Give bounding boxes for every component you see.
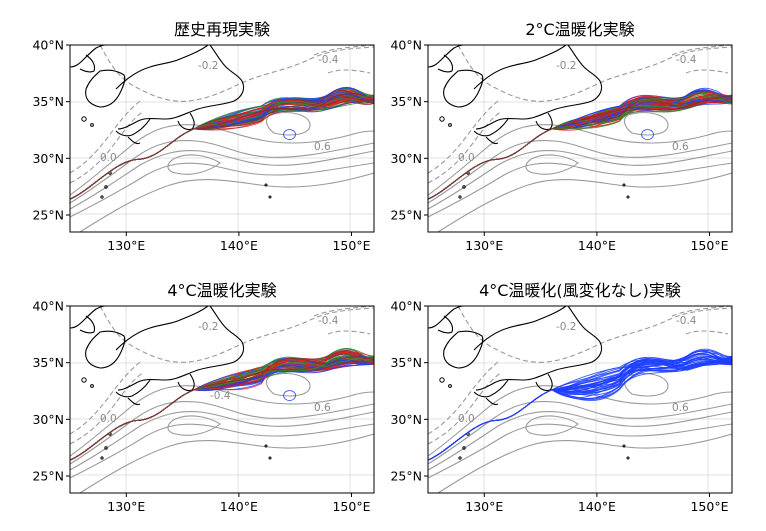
y-tick-label: 30°N <box>32 412 64 427</box>
path-track <box>428 353 732 461</box>
contour-label-neg-02: -0.2 <box>198 321 219 333</box>
basemap <box>428 45 732 232</box>
y-tick-label: 35°N <box>32 355 64 370</box>
contour-label-zero: 0.0 <box>100 413 117 425</box>
contour-label-pos-06: 0.6 <box>314 402 331 414</box>
eddy-loop <box>283 390 297 401</box>
panel-title: 4°C温暖化実験 <box>167 281 276 300</box>
x-tick-label: 150°E <box>332 238 370 253</box>
x-tick-label: 140°E <box>578 238 616 253</box>
kuroshio-path-ensemble <box>428 348 732 461</box>
y-tick-label: 25°N <box>390 469 422 484</box>
map-frame <box>69 44 375 233</box>
y-tick-label: 30°N <box>390 412 422 427</box>
x-tick-label: 140°E <box>220 238 258 253</box>
path-track <box>70 96 374 200</box>
map-frame <box>427 305 733 494</box>
path-track <box>70 356 374 461</box>
contour-label-neg-02: -0.2 <box>556 321 577 333</box>
contour-label-neg-04: -0.4 <box>676 315 697 327</box>
contour-label-neg-02: -0.2 <box>556 60 577 72</box>
y-tick-label: 40°N <box>390 38 422 53</box>
panel-title: 4°C温暖化(風変化なし)実験 <box>479 281 681 300</box>
contour-label-neg-04: -0.4 <box>318 54 339 66</box>
path-track <box>428 95 732 200</box>
y-tick-label: 30°N <box>32 151 64 166</box>
y-tick-label: 25°N <box>32 208 64 223</box>
map-panel-4c: 4°C温暖化実験 -0.2 -0.4 0.0 0.6 -0.4 130°E 140°E 150°… <box>32 281 375 514</box>
y-tick-label: 40°N <box>32 38 64 53</box>
x-tick-label: 130°E <box>465 238 503 253</box>
kuroshio-path-ensemble <box>70 87 374 200</box>
x-tick-label: 150°E <box>690 238 728 253</box>
y-tick-label: 40°N <box>32 299 64 314</box>
eddy-loop <box>283 129 297 140</box>
contour-label-zero: 0.0 <box>458 152 475 164</box>
panel-title: 歴史再現実験 <box>174 20 270 39</box>
contour-label-zero: 0.0 <box>100 152 117 164</box>
contour-label-pos-06: 0.6 <box>314 141 331 153</box>
panel-title: 2°C温暖化実験 <box>525 20 634 39</box>
eddy-loop <box>641 129 655 140</box>
kuroshio-path-ensemble <box>428 88 732 200</box>
x-tick-label: 150°E <box>690 499 728 514</box>
contour-label-pos-06: 0.6 <box>672 141 689 153</box>
x-tick-label: 150°E <box>332 499 370 514</box>
y-tick-label: 25°N <box>390 208 422 223</box>
basemap <box>70 45 374 232</box>
y-tick-label: 40°N <box>390 299 422 314</box>
contour-label-neg-02: -0.2 <box>198 60 219 72</box>
x-tick-label: 130°E <box>465 499 503 514</box>
contour-label-neg-04-small: -0.4 <box>210 390 231 402</box>
y-tick-label: 25°N <box>32 469 64 484</box>
y-tick-label: 35°N <box>390 355 422 370</box>
map-panel-2c: 2°C温暖化実験 -0.2 -0.4 0.0 0.6 130°E 140°E 150°E 40°… <box>390 20 733 253</box>
x-tick-label: 130°E <box>107 238 145 253</box>
kuroshio-path-ensemble <box>70 348 374 461</box>
x-tick-label: 140°E <box>220 499 258 514</box>
x-tick-label: 140°E <box>578 499 616 514</box>
map-frame <box>69 305 375 494</box>
contour-label-pos-06: 0.6 <box>672 402 689 414</box>
y-tick-label: 35°N <box>32 94 64 109</box>
map-panel-historical: 歴史再現実験 -0.2 -0.4 0.0 0.6 130°E 140°E 150°E 40°N 3… <box>32 20 375 253</box>
contour-label-neg-04: -0.4 <box>676 54 697 66</box>
y-tick-label: 35°N <box>390 94 422 109</box>
contour-label-neg-04: -0.4 <box>318 315 339 327</box>
y-tick-label: 30°N <box>390 151 422 166</box>
map-frame <box>427 44 733 233</box>
map-panel-4c-nowind: 4°C温暖化(風変化なし)実験 -0.2 -0.4 0.0 0.6 130°E 140°E 1… <box>390 281 733 514</box>
x-tick-label: 130°E <box>107 499 145 514</box>
contour-label-zero: 0.0 <box>458 413 475 425</box>
